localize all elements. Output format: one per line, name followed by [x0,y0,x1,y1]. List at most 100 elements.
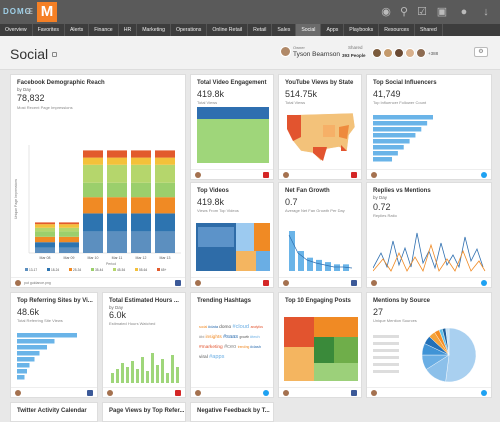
nav-tab-operations[interactable]: Operations [171,24,208,36]
hashtag[interactable]: insights [205,335,224,340]
legend-row [373,356,399,359]
nav-tab-social[interactable]: Social [296,24,322,36]
nav-tab-marketing[interactable]: Marketing [137,24,171,36]
card-replies-mentions[interactable]: Replies vs Mentions by Day 0.72 Replies … [366,182,492,288]
hashtag[interactable]: #saas [223,334,240,340]
legend-swatch [135,268,138,271]
chat-icon[interactable]: ▣ [436,6,448,18]
card-owner-avatar[interactable] [107,390,113,396]
nav-tab-finance[interactable]: Finance [89,24,119,36]
card-title: Top Referring Sites by Vi... [17,298,93,304]
card-negative-feedback[interactable]: Negative Feedback by T... [190,402,274,422]
card-twitter-calendar[interactable]: Twitter Activity Calendar [10,402,98,422]
bar-segment [35,224,55,228]
card-top-videos[interactable]: Top Videos 419.8k Views From Top Videos [190,182,274,288]
check-icon[interactable]: ☑ [417,6,427,18]
card-title: Negative Feedback by T... [197,408,270,414]
hashtag[interactable]: #cloud [232,324,251,330]
card-owner-avatar[interactable] [195,390,201,396]
nav-tab-online-retail[interactable]: Online Retail [207,24,249,36]
card-owner-avatar[interactable] [15,280,21,286]
bar [307,257,313,271]
shared-avatar[interactable] [383,48,393,58]
nav-tab-apps[interactable]: Apps [321,24,345,36]
nav-tab-hr[interactable]: HR [119,24,138,36]
profile-icon[interactable]: ● [460,6,468,18]
card-owner-avatar[interactable] [283,280,289,286]
card-value: 514.75k [285,89,318,99]
card-owner-avatar[interactable] [371,390,377,396]
card-facebook-reach[interactable]: Facebook Demographic Reach by Day 78,832… [10,74,186,288]
shared-avatar[interactable] [372,48,382,58]
shared-avatar[interactable] [394,48,404,58]
nav-tab-playbooks[interactable]: Playbooks [344,24,380,36]
x-tick-label: Mar 08 [40,256,51,260]
hashtag[interactable]: #ceo [224,344,238,350]
card-owner-avatar[interactable] [283,390,289,396]
hashtag[interactable]: #bi [199,334,206,339]
bar [17,369,27,374]
card-referring-sites[interactable]: Top Referring Sites by Vi... 48.6k Total… [10,292,98,398]
owner-name[interactable]: Tyson Bearnson [293,51,340,58]
card-owner-avatar[interactable] [371,172,377,178]
hashtag[interactable]: social [199,325,209,329]
card-owner-avatar[interactable] [195,172,201,178]
legend-row [373,363,399,366]
card-owner-avatar[interactable] [283,172,289,178]
card-mentions-source[interactable]: Mentions by Source 27 Unique Mention Sou… [366,292,492,398]
globe-icon[interactable]: ◉ [381,6,391,18]
bar [289,231,295,271]
nav-tab-alerts[interactable]: Alerts [65,24,90,36]
card-value: 419.8k [197,89,225,99]
hashtag[interactable]: growth [239,335,250,339]
hashtag[interactable]: #data [208,324,220,329]
card-video-engagement[interactable]: Total Video Engagement 419.8k Total View… [190,74,274,180]
hashtag[interactable]: #tech [250,334,260,339]
legend-swatch [91,268,94,271]
shared-count: 393 People [342,53,366,58]
card-youtube-state[interactable]: YouTube Views by State 514.75k Total Vie… [278,74,362,180]
card-label: Views From Top Videos [197,208,239,213]
card-page-views[interactable]: Page Views by Top Refer... [102,402,186,422]
card-owner-avatar[interactable] [195,280,201,286]
shared-avatar[interactable] [405,48,415,58]
search-icon[interactable]: ⚲ [399,6,409,18]
legend-swatch [47,268,50,271]
bar-segment [59,236,79,243]
bar-segment [83,164,103,183]
bar-segment [155,213,175,232]
pie-slice [445,327,450,356]
nav-tab-retail[interactable]: Retail [248,24,273,36]
menu-icon[interactable]: ☰ [26,7,34,16]
hashtag[interactable]: #marketing [199,345,225,350]
card-label: Top Influencer Follower Count [373,100,427,105]
hashtag[interactable]: analytics [250,325,263,329]
download-icon[interactable]: ↓ [483,6,489,18]
nav-tab-shared[interactable]: Shared [415,24,443,36]
hashtag[interactable]: viral [199,355,210,360]
nav-tab-favorites[interactable]: Favorites [33,24,65,36]
card-net-fan-growth[interactable]: Net Fan Growth 0.7 Average Net Fan Growt… [278,182,362,288]
shared-avatar[interactable] [416,48,426,58]
hashtag[interactable]: #dash [250,344,262,349]
hashtag[interactable]: #apps [209,354,225,360]
card-owner-avatar[interactable] [371,280,377,286]
card-owner-avatar[interactable] [15,390,21,396]
bar-segment [59,224,79,228]
bar-segment [131,213,151,232]
page-settings-button[interactable]: ⚙ [474,47,488,57]
bar-segment [131,182,151,198]
domo-logo[interactable]: DOMO [3,7,32,16]
hashtag[interactable]: trending [237,345,251,349]
nav-tab-resources[interactable]: Resources [379,24,416,36]
hashtag[interactable]: domo [219,325,233,330]
card-title: Facebook Demographic Reach [17,80,105,86]
card-engaging-posts[interactable]: Top 10 Engaging Posts [278,292,362,398]
card-social-influencers[interactable]: Top Social Influencers 41,749 Top Influe… [366,74,492,180]
more-shared[interactable]: +388 [428,51,439,56]
nav-tab-overview[interactable]: Overview [0,24,33,36]
card-trending-hashtags[interactable]: Trending Hashtags social #data domo #clo… [190,292,274,398]
card-estimated-hours[interactable]: Total Estimated Hours ... by Day 6.0k Es… [102,292,186,398]
owner-avatar[interactable] [280,46,291,57]
nav-tab-sales[interactable]: Sales [272,24,297,36]
